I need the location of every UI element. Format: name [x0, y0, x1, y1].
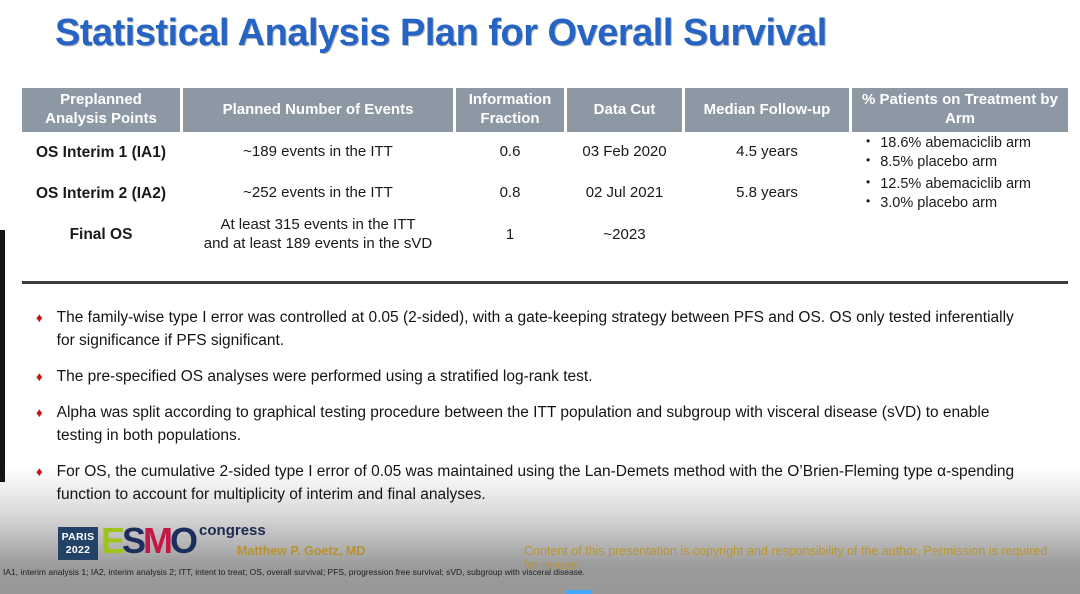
- planned-events-line: and at least 189 events in the sVD: [203, 234, 433, 252]
- esmo-letter-e: E: [101, 520, 125, 561]
- esmo-letter-s: S: [122, 520, 146, 561]
- cell-analysis-point: OS Interim 1 (IA1): [35, 143, 167, 161]
- treatment-arm-value: 12.5% abemaciclib arm: [880, 176, 1031, 193]
- diamond-bullet-icon: ♦: [36, 405, 43, 420]
- planned-events-line: At least 315 events in the ITT: [220, 216, 416, 234]
- slide-title: Statistical Analysis Plan for Overall Su…: [55, 12, 827, 54]
- cell-planned-events: ~252 events in the ITT: [243, 184, 393, 202]
- col-header-data-cut: Data Cut: [567, 88, 682, 132]
- bullet-dot-icon: •: [866, 175, 871, 190]
- cell-data-cut: 03 Feb 2020: [582, 143, 667, 161]
- bullet-item: ♦ For OS, the cumulative 2-sided type I …: [36, 460, 1044, 506]
- diamond-bullet-icon: ♦: [36, 369, 43, 384]
- presenter-name: Matthew P. Goetz, MD: [237, 544, 366, 558]
- cell-information-fraction: 0.8: [499, 184, 521, 202]
- paris-badge-year: 2022: [65, 543, 91, 556]
- cell-median-followup: 5.8 years: [736, 184, 798, 202]
- analysis-plan-table: Preplanned Analysis Points Planned Numbe…: [22, 88, 1068, 256]
- table-bottom-rule: [22, 281, 1068, 284]
- cell-median-followup: 4.5 years: [736, 143, 798, 161]
- bullet-text: Alpha was split according to graphical t…: [56, 404, 990, 444]
- bullet-dot-icon: •: [866, 152, 871, 167]
- cell-treatment-by-arm: [852, 214, 1068, 256]
- video-letterbox-strip: [0, 230, 5, 482]
- bullet-dot-icon: •: [866, 193, 871, 208]
- cell-planned-events: ~189 events in the ITT: [243, 143, 393, 161]
- cell-information-fraction: 1: [505, 225, 515, 243]
- congress-label: congress: [199, 522, 266, 539]
- cell-analysis-point: OS Interim 2 (IA2): [35, 184, 167, 202]
- cell-analysis-point: Final OS: [69, 226, 133, 244]
- paris-badge-city: PARIS: [61, 531, 95, 544]
- cell-data-cut: ~2023: [603, 225, 646, 243]
- treatment-arm-line: • 12.5% abemaciclib arm: [866, 175, 1031, 194]
- paris-2022-badge: PARIS 2022: [58, 527, 98, 560]
- col-header-patients-on-treatment: % Patients on Treatment by Arm: [852, 88, 1068, 132]
- col-header-information-fraction: Information Fraction: [456, 88, 564, 132]
- bullet-list: ♦ The family-wise type I error was contr…: [36, 306, 1044, 519]
- treatment-arm-line: • 8.5% placebo arm: [866, 153, 997, 172]
- treatment-arm-value: 18.6% abemaciclib arm: [880, 135, 1031, 151]
- treatment-arm-value: 3.0% placebo arm: [880, 194, 998, 211]
- col-header-planned-number-of-events: Planned Number of Events: [183, 88, 453, 132]
- bullet-item: ♦ The pre-specified OS analyses were per…: [36, 365, 1044, 388]
- col-header-median-follow-up: Median Follow-up: [685, 88, 849, 132]
- col-header-preplanned-analysis-points: Preplanned Analysis Points: [22, 88, 180, 132]
- video-progress-indicator[interactable]: [566, 590, 592, 594]
- cell-treatment-by-arm: • 12.5% abemaciclib arm • 3.0% placebo arm: [852, 173, 1068, 214]
- bullet-dot-icon: •: [866, 134, 871, 148]
- diamond-bullet-icon: ♦: [36, 464, 43, 479]
- bullet-item: ♦ Alpha was split according to graphical…: [36, 401, 1044, 447]
- esmo-congress-logo: PARIS 2022 E S M O congress: [58, 521, 266, 561]
- abbreviations-bar: IA1, interim analysis 1; IA2, interim an…: [0, 563, 1080, 580]
- cell-median-followup: [685, 214, 849, 256]
- bullet-item: ♦ The family-wise type I error was contr…: [36, 306, 1044, 352]
- diamond-bullet-icon: ♦: [36, 310, 43, 325]
- abbreviations-text: IA1, interim analysis 1; IA2, interim an…: [3, 566, 586, 577]
- cell-planned-events: At least 315 events in the ITT and at le…: [183, 214, 453, 256]
- treatment-arm-line: • 18.6% abemaciclib arm: [866, 134, 1031, 153]
- bullet-text: The family-wise type I error was control…: [56, 309, 1014, 349]
- cell-data-cut: 02 Jul 2021: [585, 184, 664, 202]
- bullet-text: For OS, the cumulative 2-sided type I er…: [56, 463, 1015, 503]
- treatment-arm-value: 8.5% placebo arm: [880, 153, 998, 170]
- treatment-arm-line: • 3.0% placebo arm: [866, 194, 997, 213]
- esmo-letter-o: O: [170, 520, 198, 561]
- esmo-wordmark: E S M O: [101, 520, 198, 561]
- copyright-notice: Content of this presentation is copyrigh…: [524, 544, 1048, 572]
- cell-information-fraction: 0.6: [499, 143, 521, 161]
- cell-treatment-by-arm: • 18.6% abemaciclib arm • 8.5% placebo arm: [852, 132, 1068, 173]
- bullet-text: The pre-specified OS analyses were perfo…: [56, 368, 593, 385]
- esmo-letter-m: M: [143, 520, 173, 561]
